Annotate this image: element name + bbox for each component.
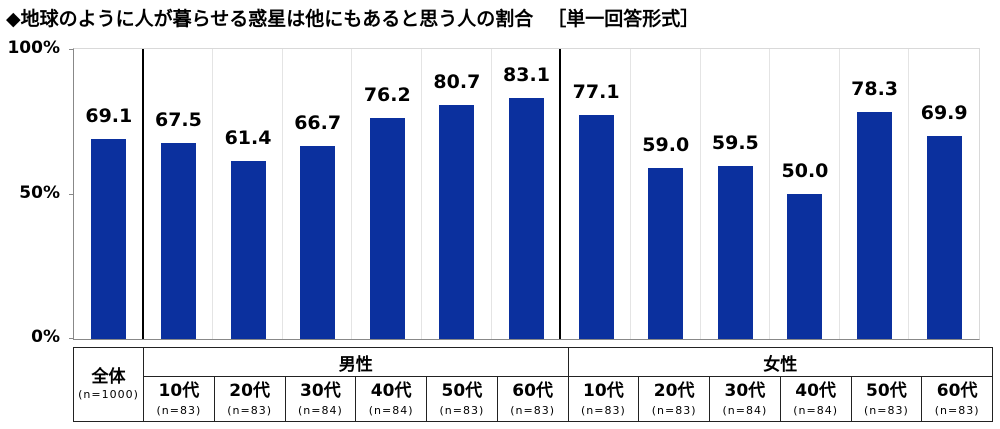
category-age-cell: 20代 (n=83) xyxy=(213,376,286,422)
category-sample-size: (n=84) xyxy=(793,404,839,417)
bar-value-label: 77.1 xyxy=(572,81,620,104)
bar-column: 69.9 xyxy=(909,49,979,339)
category-age-cell: 60代 (n=83) xyxy=(921,376,993,422)
bar xyxy=(300,145,336,339)
bar xyxy=(230,160,266,339)
category-age-label: 10代 xyxy=(158,381,200,401)
bar-column: 69.1 xyxy=(74,49,144,339)
chart-title-suffix: ［単一回答形式］ xyxy=(547,8,700,30)
category-age-cell: 50代 (n=83) xyxy=(850,376,923,422)
bar xyxy=(717,166,753,339)
category-age-label: 40代 xyxy=(795,381,836,401)
category-total: 全体 (n=1000) xyxy=(73,347,144,422)
category-age-cell: 10代 (n=83) xyxy=(143,376,215,422)
category-age-cell: 30代 (n=84) xyxy=(284,376,357,422)
bar-value-label: 66.7 xyxy=(294,111,342,134)
category-age-label: 30代 xyxy=(724,381,766,401)
y-tick-mark xyxy=(69,49,74,50)
category-total-label: 全体 xyxy=(91,366,126,387)
y-tick-mark xyxy=(69,194,74,195)
category-age-label: 30代 xyxy=(300,381,341,401)
category-sample-size: (n=84) xyxy=(297,404,343,417)
category-age-label: 60代 xyxy=(936,381,978,401)
category-sample-size: (n=84) xyxy=(368,404,414,417)
group-male: 男性 xyxy=(143,347,569,377)
bar-column: 77.1 xyxy=(561,49,631,339)
bar-value-label: 50.0 xyxy=(781,160,829,182)
category-age-label: 20代 xyxy=(229,381,270,401)
bar xyxy=(648,167,684,339)
category-sample-size: (n=83) xyxy=(580,404,626,417)
bar-value-label: 83.1 xyxy=(503,64,550,86)
category-sample-size: (n=83) xyxy=(510,404,556,417)
bar-value-label: 76.2 xyxy=(363,84,411,107)
plot-area: 69.1 67.5 61.4 66.7 76.2 80.7 83.1 77.1 59.0 59.5… xyxy=(69,48,980,340)
bar-column: 78.3 xyxy=(840,49,910,339)
bar-value-label: 61.4 xyxy=(224,126,272,149)
y-tick-50: 50% xyxy=(19,183,60,203)
bar xyxy=(578,115,614,339)
category-sample-size: (n=83) xyxy=(439,404,485,417)
category-age-cell: 40代 (n=84) xyxy=(779,376,852,422)
bar-value-label: 78.3 xyxy=(851,77,899,100)
bar xyxy=(508,98,544,339)
category-total-n: (n=1000) xyxy=(78,387,139,401)
category-age-label: 50代 xyxy=(866,381,907,401)
category-age-cell: 60代 (n=83) xyxy=(496,376,569,422)
bar-column: 59.5 xyxy=(701,49,771,339)
bar xyxy=(787,194,823,339)
chart-title: ◆地球のように人が暮らせる惑星は他にもあると思う人の割合 ［単一回答形式］ xyxy=(6,4,699,31)
y-tick-mark xyxy=(69,338,74,339)
category-sample-size: (n=84) xyxy=(722,404,768,417)
category-sample-size: (n=83) xyxy=(651,404,697,417)
category-age-label: 10代 xyxy=(583,381,624,401)
category-age-label: 20代 xyxy=(653,381,695,401)
bar-column: 67.5 xyxy=(144,49,214,339)
bar-column: 59.0 xyxy=(631,49,701,339)
bar xyxy=(91,138,127,339)
bar-value-label: 69.1 xyxy=(85,104,133,127)
y-tick-0: 0% xyxy=(31,327,60,347)
bar-column: 80.7 xyxy=(422,49,492,339)
category-age-cell: 40代 (n=84) xyxy=(355,376,427,422)
bar-value-label: 59.5 xyxy=(711,132,759,155)
group-female: 女性 xyxy=(567,347,993,377)
bar xyxy=(926,136,962,339)
bar-column: 50.0 xyxy=(770,49,840,339)
bar xyxy=(857,111,893,339)
y-tick-100: 100% xyxy=(7,38,60,58)
bar-column: 76.2 xyxy=(352,49,423,339)
chart-title-main: ◆地球のように人が暮らせる惑星は他にもあると思う人の割合 xyxy=(6,8,534,30)
bar xyxy=(160,143,196,339)
category-age-cell: 50代 (n=83) xyxy=(426,376,498,422)
bar-value-label: 59.0 xyxy=(642,133,690,156)
category-sample-size: (n=83) xyxy=(227,404,273,417)
category-age-label: 40代 xyxy=(370,381,412,401)
bar xyxy=(369,118,405,339)
bar-value-label: 67.5 xyxy=(154,109,202,132)
bar-value-label: 69.9 xyxy=(920,102,968,125)
category-table: 全体 (n=1000) 男性 女性 10代 (n=83) 20代 (n=83) 30代 (… xyxy=(73,347,993,422)
category-sample-size: (n=83) xyxy=(156,404,202,417)
category-sample-size: (n=83) xyxy=(934,404,980,417)
category-age-label: 50代 xyxy=(441,381,483,401)
category-age-cell: 30代 (n=84) xyxy=(709,376,781,422)
bar-value-label: 80.7 xyxy=(433,70,481,93)
bar-column: 66.7 xyxy=(283,49,353,339)
category-age-label: 60代 xyxy=(512,381,553,401)
category-age-cell: 20代 (n=83) xyxy=(638,376,710,422)
bar-column: 83.1 xyxy=(492,49,562,339)
category-age-cell: 10代 (n=83) xyxy=(567,376,640,422)
category-sample-size: (n=83) xyxy=(863,404,909,417)
bar xyxy=(439,104,475,339)
bar-column: 61.4 xyxy=(213,49,283,339)
